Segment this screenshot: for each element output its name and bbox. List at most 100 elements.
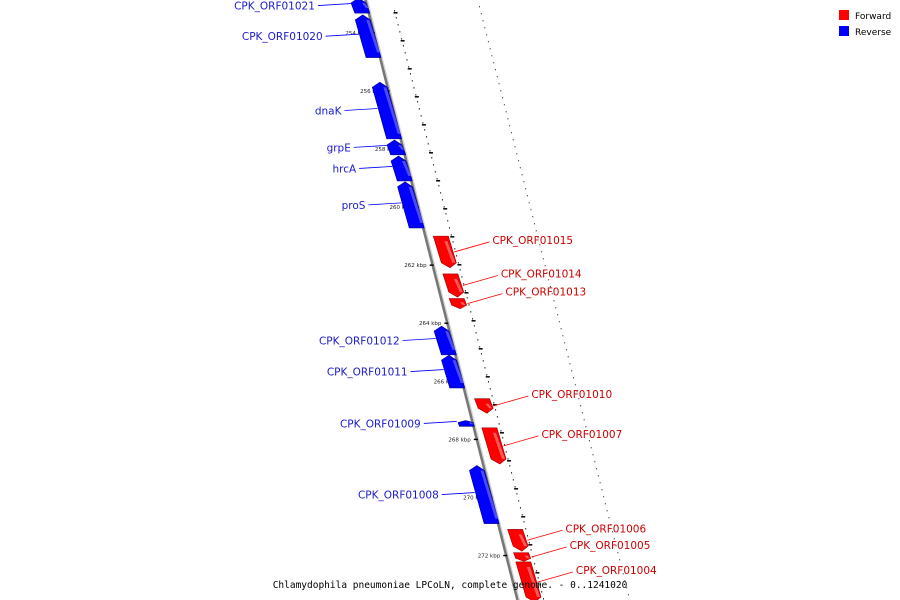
scale-dot — [565, 349, 567, 351]
gene-highlight — [469, 422, 474, 425]
scale-dash — [450, 236, 455, 238]
scale-dot — [488, 381, 490, 383]
leader-line — [441, 492, 475, 495]
scale-dash — [457, 264, 462, 266]
gene-cpk_orf01006-feature[interactable] — [507, 529, 529, 552]
scale-dot — [505, 451, 507, 453]
scale-dot — [562, 335, 564, 337]
scale-dot — [613, 538, 615, 540]
scale-dot — [422, 122, 424, 124]
scale-dot — [473, 325, 475, 327]
gene-cpk_orf01011-feature[interactable] — [441, 354, 466, 389]
scale-dot — [424, 129, 426, 131]
scale-dot — [472, 318, 474, 320]
scale-dash — [492, 404, 497, 406]
scale-dot — [507, 458, 509, 460]
gene-features — [350, 0, 542, 600]
scale-dot — [525, 188, 527, 190]
gene-label-cpk_orf01012[interactable]: CPK_ORF01012 — [319, 336, 400, 348]
gene-label-cpk_orf01007[interactable]: CPK_ORF01007 — [541, 429, 622, 441]
tick-label: 260 kbp — [390, 205, 413, 211]
gene-label-cpk_orf01005[interactable]: CPK_ORF01005 — [570, 540, 651, 552]
scale-dot — [514, 486, 516, 488]
scale-dot — [427, 143, 429, 145]
scale-dot — [615, 545, 617, 547]
gene-label-cpk_orf01020[interactable]: CPK_ORF01020 — [242, 31, 323, 43]
scale-dot — [525, 528, 527, 530]
scale-dot — [500, 90, 502, 92]
scale-dot — [480, 13, 482, 15]
scale-dot — [592, 454, 594, 456]
gene-hrca-feature[interactable] — [390, 155, 413, 182]
gene-label-pros[interactable]: proS — [342, 200, 366, 212]
gene-label-cpk_orf01013[interactable]: CPK_ORF01013 — [505, 287, 586, 299]
gene-label-grpe[interactable]: grpE — [327, 142, 351, 154]
scale-dot — [395, 17, 397, 19]
tick-label: 266 kbp — [434, 379, 457, 385]
gene-highlight — [445, 331, 456, 350]
scale-dot — [597, 475, 599, 477]
scale-dot — [411, 80, 413, 82]
gene-highlight — [397, 144, 405, 150]
scale-dot — [594, 461, 596, 463]
scale-dot — [539, 584, 541, 586]
gene-label-hrca[interactable]: hrcA — [332, 163, 357, 175]
gene-cpk_orf01005-feature[interactable] — [513, 552, 532, 562]
scale-dot — [553, 300, 555, 302]
gene-dnak-feature[interactable] — [371, 81, 403, 140]
scale-dot — [436, 178, 438, 180]
gene-cpk_orf01015-feature[interactable] — [432, 235, 457, 269]
gene-label-cpk_orf01004[interactable]: CPK_ORF01004 — [576, 565, 657, 577]
tick-label: 264 kbp — [419, 321, 442, 327]
gene-label-dnak[interactable]: dnaK — [315, 106, 343, 118]
gene-highlight — [408, 186, 424, 223]
gene-label-cpk_orf01008[interactable]: CPK_ORF01008 — [358, 490, 439, 502]
scale-dot — [406, 59, 408, 61]
gene-cpk_orf01014-feature[interactable] — [442, 273, 465, 298]
gene-cpk_orf01010-feature[interactable] — [474, 398, 494, 414]
scale-dot — [581, 412, 583, 414]
backbone-shadow — [366, 0, 521, 600]
gene-cpk_orf01007-feature[interactable] — [481, 427, 507, 465]
scale-dot — [484, 367, 486, 369]
scale-dot — [438, 185, 440, 187]
gene-cpk_orf01008-feature[interactable] — [469, 465, 500, 524]
scale-dash — [485, 376, 490, 378]
scale-dot — [404, 52, 406, 54]
tick-label: 258 kbp — [375, 147, 398, 153]
scale-dot — [509, 125, 511, 127]
gene-label-cpk_orf01010[interactable]: CPK_ORF01010 — [531, 389, 612, 401]
scale-dot — [580, 405, 582, 407]
gene-label-cpk_orf01011[interactable]: CPK_ORF01011 — [327, 367, 408, 379]
gene-label-cpk_orf01009[interactable]: CPK_ORF01009 — [340, 418, 421, 430]
scale-dash — [429, 152, 434, 154]
leader-line — [359, 166, 393, 169]
gene-label-cpk_orf01015[interactable]: CPK_ORF01015 — [492, 235, 573, 247]
scale-dot — [590, 447, 592, 449]
gene-grpe-feature[interactable] — [386, 139, 407, 156]
scale-dot — [519, 507, 521, 509]
scale-dot — [530, 209, 532, 211]
scale-dot — [489, 388, 491, 390]
scale-dot — [527, 535, 529, 537]
scale-dash — [514, 488, 519, 490]
gene-label-cpk_orf01021[interactable]: CPK_ORF01021 — [234, 1, 315, 13]
scale-dot — [496, 76, 498, 78]
scale-dot — [555, 307, 557, 309]
scale-dot — [576, 391, 578, 393]
scale-dot — [507, 118, 509, 120]
scale-dot — [549, 286, 551, 288]
scale-dot — [617, 552, 619, 554]
scale-dash — [535, 572, 540, 574]
gene-cpk_orf01020-feature[interactable] — [354, 14, 382, 58]
scale-dot — [503, 444, 505, 446]
gene-cpk_orf01009-feature[interactable] — [457, 420, 475, 427]
gene-label-cpk_orf01014[interactable]: CPK_ORF01014 — [501, 268, 582, 280]
scale-dot — [484, 27, 486, 29]
gene-pros-feature[interactable] — [397, 181, 425, 229]
gene-label-cpk_orf01006[interactable]: CPK_ORF01006 — [565, 523, 646, 535]
gene-cpk_orf01013-feature[interactable] — [448, 298, 468, 310]
major-tick — [429, 264, 434, 266]
scale-dot — [457, 262, 459, 264]
